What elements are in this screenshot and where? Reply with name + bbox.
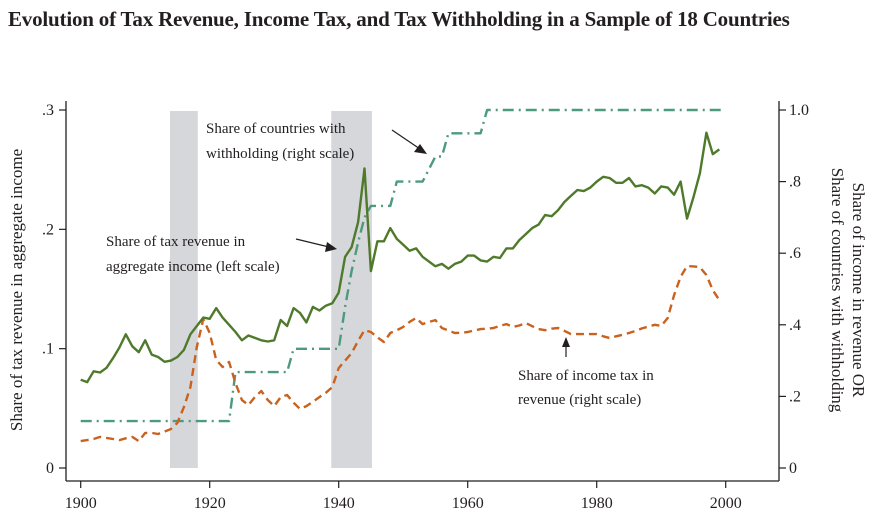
shaded-period-1 <box>170 111 198 468</box>
annotation-tax-revenue-arrowhead <box>325 242 337 252</box>
annotation-income-tax-line2: revenue (right scale) <box>518 392 641 408</box>
annotation-tax-revenue: Share of tax revenue in aggregate income… <box>106 234 337 275</box>
annotation-tax-revenue-line1: Share of tax revenue in <box>106 234 246 250</box>
y-left-ticks: 0 .1 .2 .3 <box>42 102 66 477</box>
x-tick-label: 1960 <box>452 495 484 512</box>
y-right-tick-label: 1.0 <box>789 102 809 119</box>
y-right-axis-title-line2: Share of countries with withholding <box>828 168 847 413</box>
annotation-withholding-line2: withholding (right scale) <box>206 146 354 162</box>
x-tick-label: 2000 <box>710 495 742 512</box>
x-tick-label: 1920 <box>194 495 226 512</box>
y-left-tick-label: .2 <box>42 221 54 238</box>
series-lines <box>80 108 726 443</box>
shaded-periods <box>170 111 372 468</box>
annotation-withholding-arrow <box>391 129 421 150</box>
y-right-ticks: 0 .2 .4 .6 .8 1.0 <box>779 102 809 477</box>
series-line-share-of-countries-with-withholding <box>80 108 726 423</box>
axes <box>65 101 780 482</box>
x-tick-label: 1980 <box>581 495 613 512</box>
y-left-tick-label: .1 <box>42 341 54 358</box>
x-tick-label: 1940 <box>323 495 355 512</box>
y-right-tick-label: 0 <box>789 460 797 477</box>
y-right-tick-label: .6 <box>789 245 801 262</box>
x-tick-label: 1900 <box>65 495 97 512</box>
x-ticks: 1900 1920 1940 1960 1980 2000 <box>65 481 742 512</box>
annotation-income-tax-arrowhead <box>562 337 570 347</box>
annotation-tax-revenue-arrow <box>295 238 330 248</box>
chart-title: Evolution of Tax Revenue, Income Tax, an… <box>8 7 790 31</box>
y-left-axis-title: Share of tax revenue in aggregate income <box>7 149 26 431</box>
annotation-withholding-arrowhead <box>414 144 427 154</box>
annotation-withholding-line1: Share of countries with <box>206 121 346 137</box>
y-right-axis-title-line1: Share of income in revenue OR <box>849 183 868 398</box>
annotation-income-tax: Share of income tax in revenue (right sc… <box>518 337 654 408</box>
annotation-tax-revenue-line2: aggregate income (left scale) <box>106 259 280 275</box>
y-left-tick-label: 0 <box>46 460 54 477</box>
annotation-withholding: Share of countries with withholding (rig… <box>206 121 427 162</box>
annotation-income-tax-line1: Share of income tax in <box>518 368 654 384</box>
series-line-share-of-tax-revenue-in-aggregate-income <box>80 131 721 384</box>
y-left-tick-label: .3 <box>42 102 54 119</box>
y-right-tick-label: .4 <box>789 317 801 334</box>
y-right-tick-label: .2 <box>789 388 801 405</box>
y-right-tick-label: .8 <box>789 174 801 191</box>
series-line-share-of-income-tax-in-revenue <box>80 264 721 443</box>
shaded-period-2 <box>331 111 372 468</box>
